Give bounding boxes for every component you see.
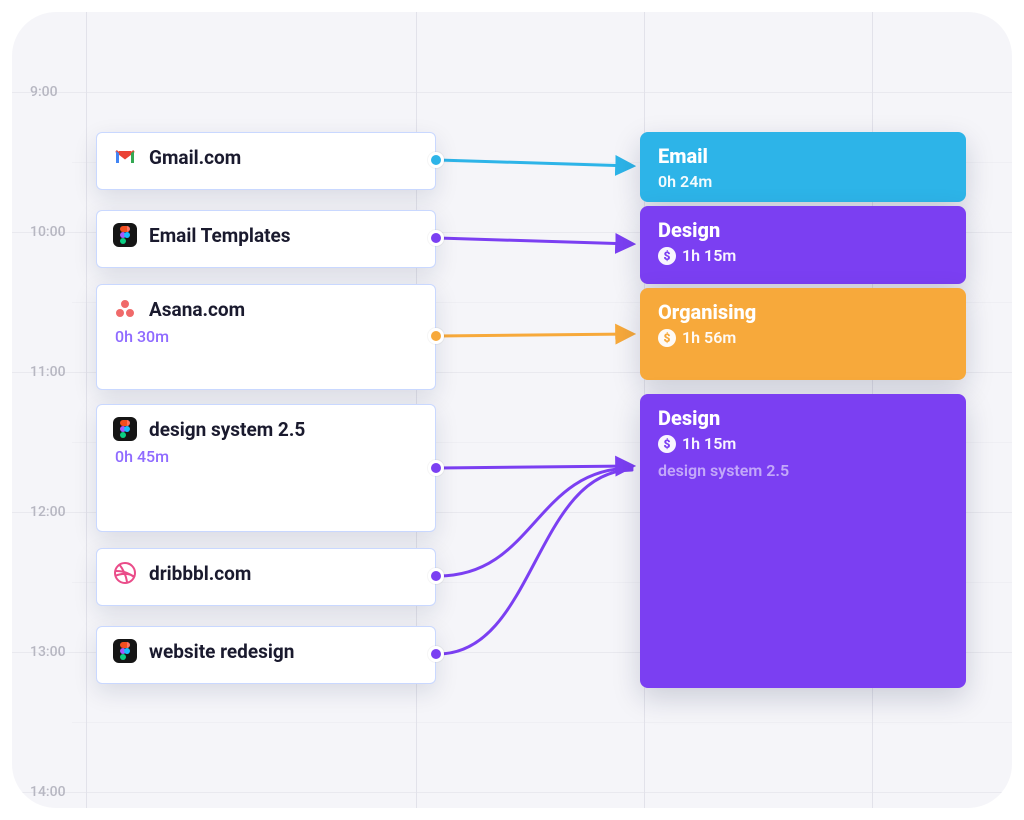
- hour-line: [12, 792, 1012, 793]
- source-title: Asana.com: [149, 298, 245, 321]
- connector-dot: [428, 460, 444, 476]
- source-title: Email Templates: [149, 224, 291, 247]
- figma-icon: [113, 417, 137, 441]
- connector-dot: [428, 152, 444, 168]
- source-duration: 0h 45m: [115, 447, 419, 466]
- source-duration: 0h 30m: [115, 327, 419, 346]
- hour-label: 9:00: [30, 84, 58, 100]
- category-duration: 0h 24m: [658, 172, 948, 191]
- source-title: design system 2.5: [149, 418, 305, 441]
- source-title: Gmail.com: [149, 146, 241, 169]
- dollar-icon: $: [658, 435, 676, 453]
- category-title: Email: [658, 144, 948, 168]
- source-card-webre[interactable]: website redesign: [96, 626, 436, 684]
- figma-icon: [113, 223, 137, 247]
- source-title: dribbbl.com: [149, 562, 251, 585]
- category-card-cat-email[interactable]: Email 0h 24m: [640, 132, 966, 202]
- category-title: Design: [658, 218, 948, 242]
- dollar-icon: $: [658, 247, 676, 265]
- hour-label: 14:00: [30, 784, 66, 800]
- figma-icon: [113, 639, 137, 663]
- hour-line: [12, 92, 1012, 93]
- source-card-gmail[interactable]: Gmail.com: [96, 132, 436, 190]
- timeline-canvas: 9:00 10:00 11:00 12:00 13:00 14:00 Gmail.com: [12, 12, 1012, 808]
- half-hour-line: [72, 722, 1012, 723]
- hour-label: 12:00: [30, 504, 66, 520]
- category-duration: $ 1h 56m: [658, 328, 948, 347]
- source-card-tmpl[interactable]: Email Templates: [96, 210, 436, 268]
- category-card-cat-des1[interactable]: Design $ 1h 15m: [640, 206, 966, 284]
- category-title: Design: [658, 406, 948, 430]
- source-card-dribbble[interactable]: dribbbl.com: [96, 548, 436, 606]
- hour-label: 10:00: [30, 224, 66, 240]
- source-title: website redesign: [149, 640, 294, 663]
- category-note: design system 2.5: [658, 461, 948, 480]
- source-card-asana[interactable]: Asana.com 0h 30m: [96, 284, 436, 390]
- connector-dot: [428, 230, 444, 246]
- hour-label: 11:00: [30, 364, 66, 380]
- category-card-cat-des2[interactable]: Design $ 1h 15m design system 2.5: [640, 394, 966, 688]
- source-card-ds25[interactable]: design system 2.5 0h 45m: [96, 404, 436, 532]
- category-card-cat-org[interactable]: Organising $ 1h 56m: [640, 288, 966, 380]
- category-duration: $ 1h 15m: [658, 434, 948, 453]
- connector-dot: [428, 328, 444, 344]
- gmail-icon: [113, 145, 137, 169]
- dollar-icon: $: [658, 329, 676, 347]
- connector-dot: [428, 646, 444, 662]
- dribbble-icon: [113, 561, 137, 585]
- hour-label: 13:00: [30, 644, 66, 660]
- connector-dot: [428, 568, 444, 584]
- vertical-gridline: [86, 12, 87, 808]
- asana-icon: [113, 297, 137, 321]
- category-duration: $ 1h 15m: [658, 246, 948, 265]
- category-title: Organising: [658, 300, 948, 324]
